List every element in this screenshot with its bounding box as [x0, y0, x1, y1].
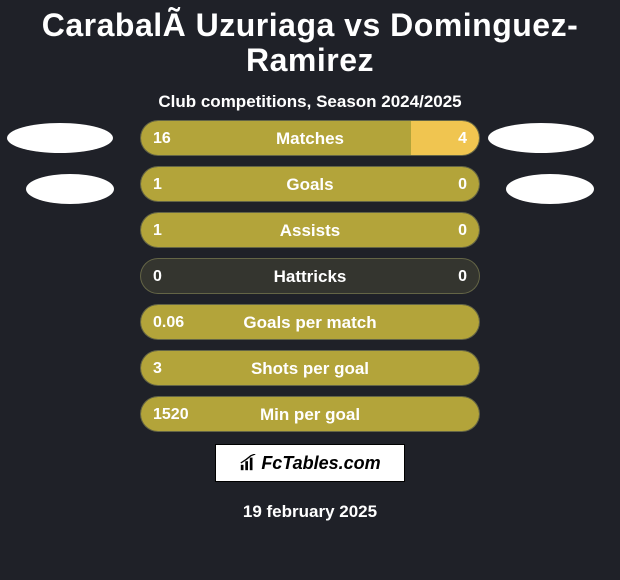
- source-logo: FcTables.com: [239, 453, 380, 474]
- stat-bar-left-fill: [141, 213, 479, 247]
- stat-right-value: 4: [458, 121, 467, 156]
- root: CarabalÃ Uzuriaga vs Dominguez-Ramirez C…: [0, 0, 620, 580]
- stat-label: Hattricks: [141, 259, 479, 294]
- stat-row: 10Assists: [0, 212, 620, 248]
- stat-row: 3Shots per goal: [0, 350, 620, 386]
- stat-bar: 1520Min per goal: [140, 396, 480, 432]
- stat-right-value: 0: [458, 213, 467, 248]
- stat-bar: 3Shots per goal: [140, 350, 480, 386]
- stat-bar-left-fill: [141, 397, 479, 431]
- stat-bar-left-fill: [141, 305, 479, 339]
- stat-bar: 0.06Goals per match: [140, 304, 480, 340]
- stat-row: 10Goals: [0, 166, 620, 202]
- stat-left-value: 16: [153, 121, 171, 156]
- footer-date: 19 february 2025: [0, 502, 620, 522]
- stat-row: 0.06Goals per match: [0, 304, 620, 340]
- bars-icon: [239, 454, 257, 472]
- stat-left-value: 3: [153, 351, 162, 386]
- stat-bar: 10Goals: [140, 166, 480, 202]
- stat-row: 1520Min per goal: [0, 396, 620, 432]
- stat-row: 0 0Hattricks: [0, 258, 620, 294]
- stats-rows: 164Matches10Goals10Assists00Hattricks0.0…: [0, 120, 620, 442]
- stat-left-value: 1: [153, 167, 162, 202]
- stat-bar-left-fill: [141, 167, 479, 201]
- stat-bar-right-fill: [411, 121, 479, 155]
- stat-right-value: 0: [458, 167, 467, 202]
- stat-row: 164Matches: [0, 120, 620, 156]
- stat-bar-left-fill: [141, 121, 411, 155]
- stat-left-value: 0.06: [153, 305, 184, 340]
- stat-left-value: 1520: [153, 397, 189, 432]
- source-logo-box: FcTables.com: [215, 444, 405, 482]
- page-title: CarabalÃ Uzuriaga vs Dominguez-Ramirez: [0, 0, 620, 78]
- stat-left-value: 1: [153, 213, 162, 248]
- stat-left-value: 0: [153, 259, 162, 294]
- stat-right-value: 0: [458, 259, 467, 294]
- page-subtitle: Club competitions, Season 2024/2025: [0, 92, 620, 112]
- stat-bar: 164Matches: [140, 120, 480, 156]
- stat-bar-left-fill: [141, 351, 479, 385]
- stat-bar: 0 0Hattricks: [140, 258, 480, 294]
- stat-bar: 10Assists: [140, 212, 480, 248]
- source-logo-text: FcTables.com: [261, 453, 380, 474]
